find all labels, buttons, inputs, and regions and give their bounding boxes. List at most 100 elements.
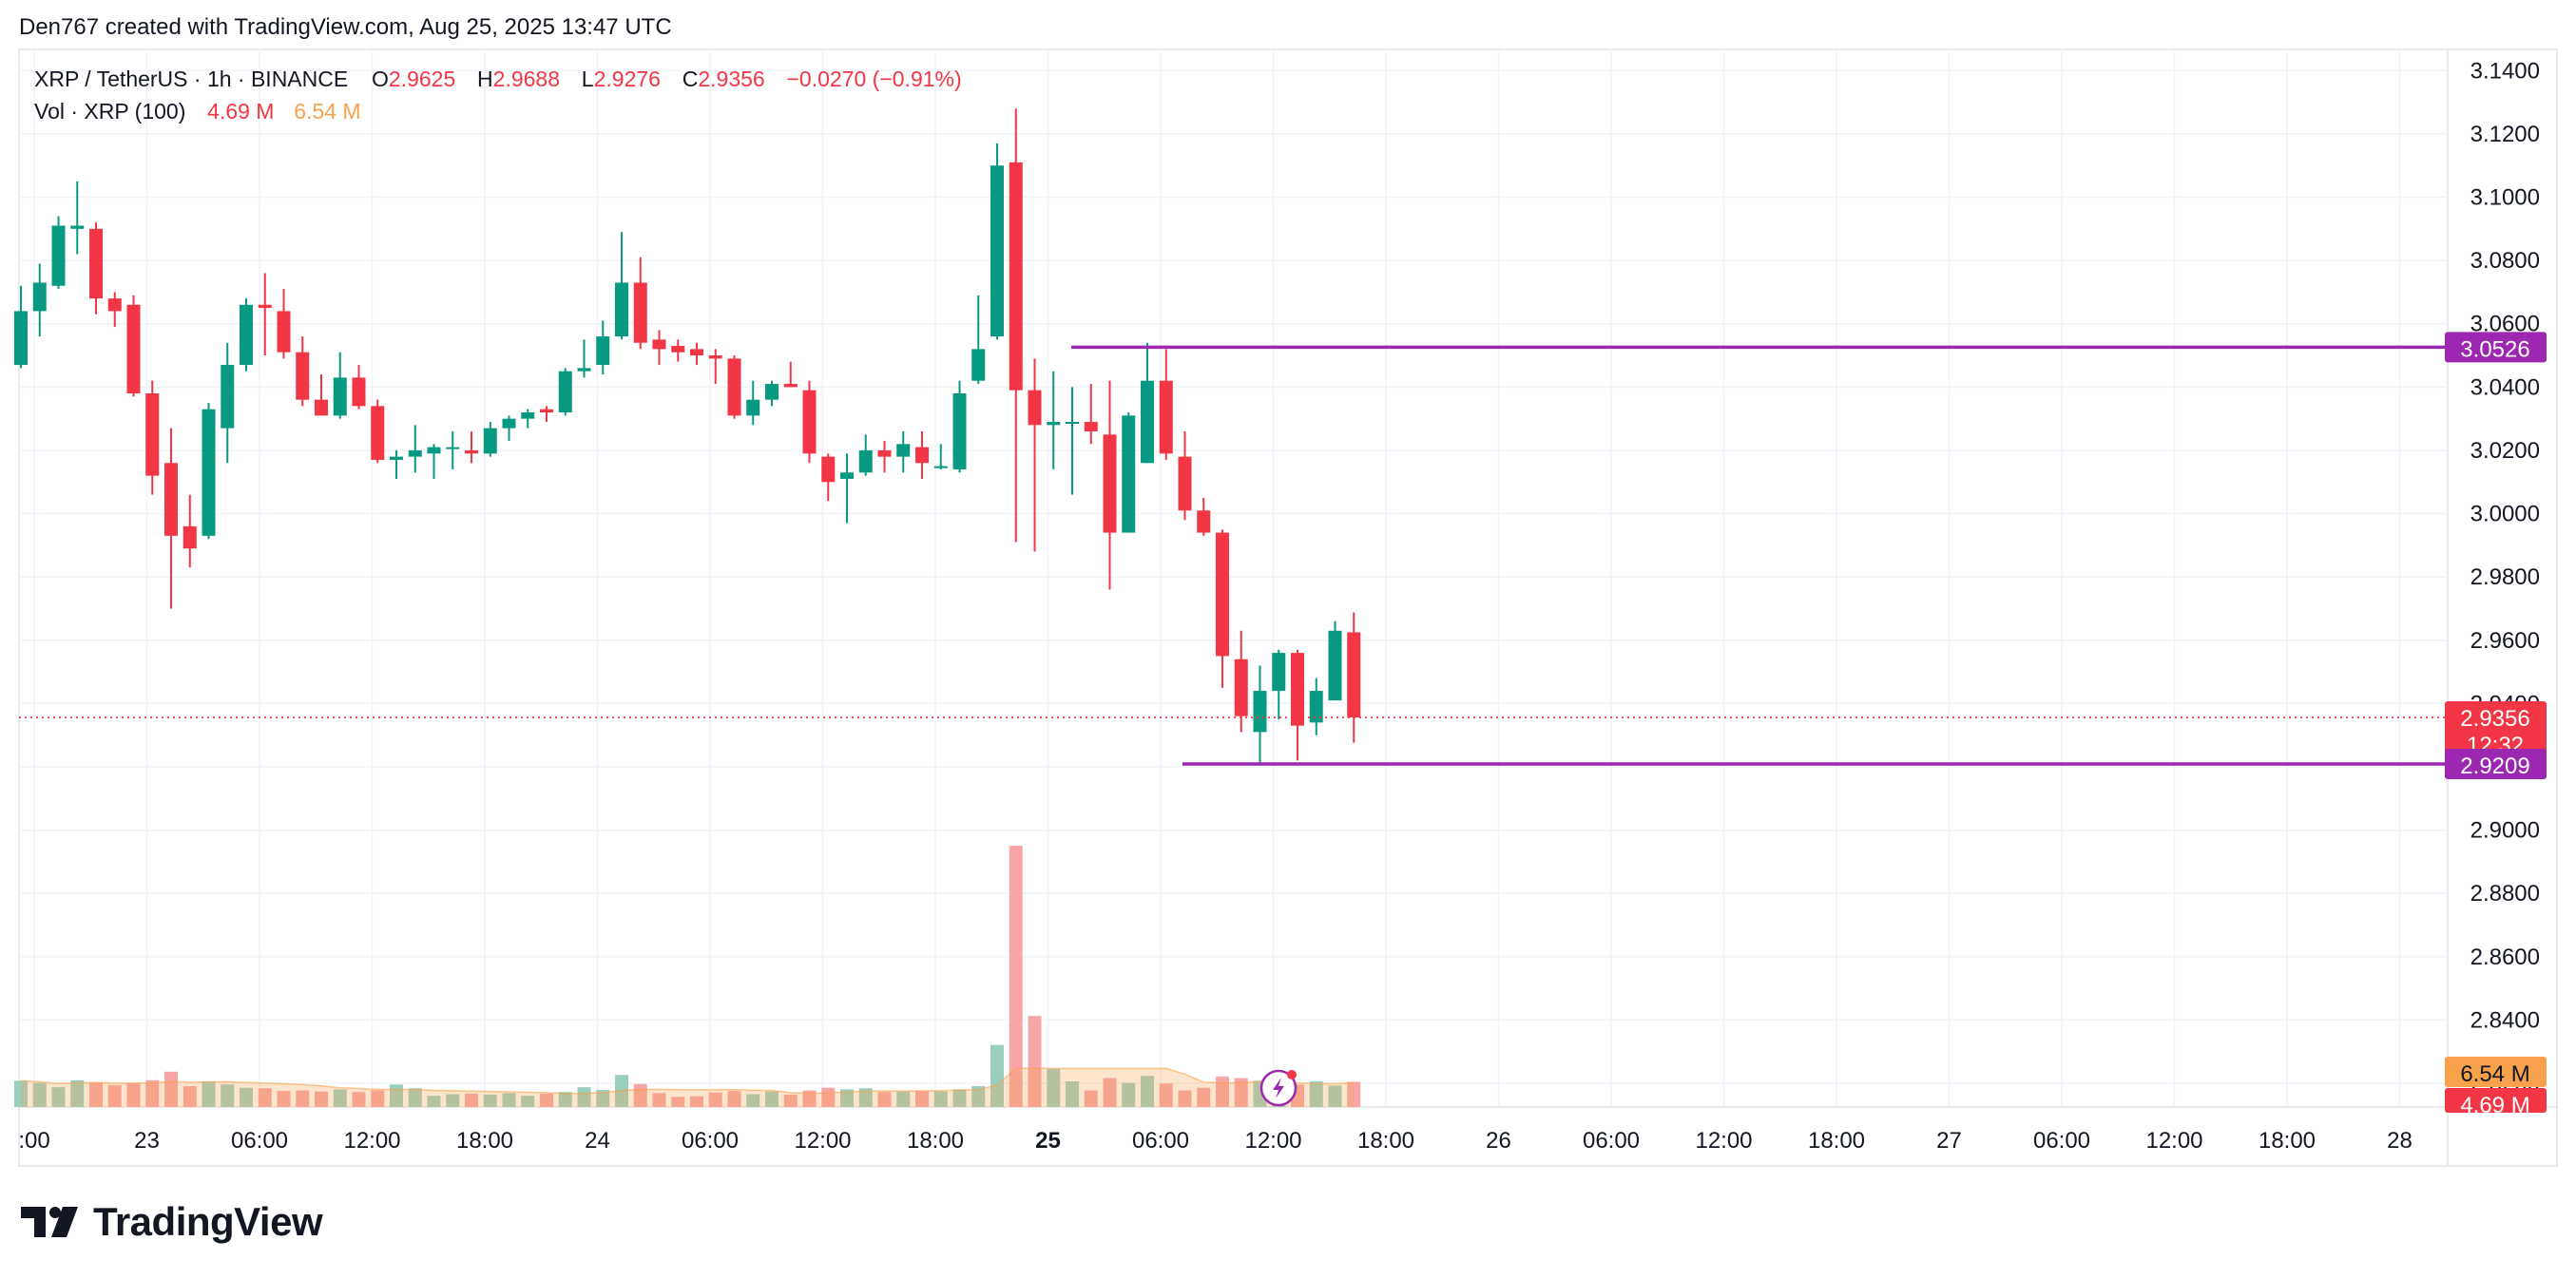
chart-frame — [18, 48, 2558, 1167]
candle — [896, 430, 911, 473]
volume-bar — [315, 1091, 328, 1107]
open-value: 2.9625 — [388, 67, 456, 91]
time-axis-label: 25 — [1035, 1128, 1061, 1154]
tradingview-logo-icon — [21, 1207, 78, 1237]
candle — [633, 257, 647, 350]
volume-legend[interactable]: Vol · XRP (100) 4.69 M 6.54 M — [34, 99, 361, 124]
volume-bar — [915, 1091, 929, 1107]
candle — [971, 295, 986, 385]
time-axis-label: 12:00 — [794, 1128, 851, 1154]
candle-body — [708, 355, 722, 359]
time-axis-label: 12:00 — [1244, 1128, 1301, 1154]
candle — [352, 365, 366, 410]
volume-bar — [202, 1080, 216, 1107]
time-axis-label: 24 — [585, 1128, 610, 1154]
candle — [540, 406, 553, 422]
volume-bar — [1159, 1083, 1173, 1107]
volume-bar — [1084, 1090, 1098, 1107]
candle-body — [446, 447, 460, 449]
candle-body — [596, 336, 610, 366]
volume-bar — [783, 1095, 798, 1107]
candle — [202, 402, 216, 540]
volume-bar — [933, 1091, 948, 1107]
lightning-icon-glyph — [1273, 1078, 1284, 1098]
volume-bar — [521, 1096, 535, 1107]
volume-bar — [971, 1086, 986, 1107]
volume-bar — [296, 1090, 310, 1107]
candle — [1084, 384, 1098, 445]
candle — [126, 295, 141, 397]
volume-bar — [1216, 1076, 1229, 1107]
candle-body — [315, 399, 328, 416]
candle — [1028, 358, 1042, 552]
candle-body — [70, 225, 85, 229]
volume-ma-area — [21, 1068, 1355, 1107]
candle — [296, 336, 310, 407]
volume-label: Vol · XRP (100) — [34, 99, 186, 124]
candle-body — [1047, 421, 1061, 426]
volume-bar — [258, 1088, 272, 1107]
volume-bar — [727, 1091, 741, 1107]
candle-body — [427, 447, 441, 454]
candle-body — [89, 228, 103, 299]
price-axis-label: 3.0400 — [2470, 374, 2540, 400]
volume-bar — [1141, 1076, 1154, 1107]
candle-body — [296, 352, 310, 400]
alert-dot — [1287, 1070, 1297, 1079]
candle-body — [1291, 653, 1304, 726]
low-value: 2.9276 — [593, 67, 661, 91]
candle-body — [915, 447, 929, 464]
candle-body — [465, 449, 478, 454]
volume-bar — [1309, 1080, 1323, 1107]
candle — [221, 342, 235, 464]
volume-bar — [32, 1082, 47, 1107]
volume-bar — [1122, 1082, 1136, 1107]
candle-body — [971, 349, 986, 381]
candle — [89, 222, 103, 315]
candle-body — [1009, 162, 1023, 391]
price-axis-label: 3.0200 — [2470, 438, 2540, 464]
time-axis-label: 26 — [1486, 1128, 1511, 1154]
volume-bar — [145, 1079, 160, 1107]
volume-bar — [107, 1084, 122, 1107]
volume-bar — [746, 1094, 760, 1107]
candle — [933, 444, 948, 469]
candle-body — [14, 311, 28, 366]
volume-bar — [371, 1090, 385, 1107]
volume-bar — [352, 1092, 366, 1107]
candle — [765, 380, 779, 407]
volume-bar — [483, 1095, 497, 1107]
candle — [483, 421, 497, 457]
tradingview-logo[interactable]: TradingView — [21, 1199, 323, 1245]
candle — [990, 143, 1004, 340]
candle-body — [896, 444, 911, 457]
symbol-legend[interactable]: XRP / TetherUS · 1h · BINANCE O2.9625 H2… — [34, 67, 962, 92]
candle-body — [690, 349, 703, 356]
price-axis-label: 3.1200 — [2470, 122, 2540, 147]
volume-bar — [708, 1092, 722, 1107]
candle — [1234, 630, 1248, 733]
volume-last-tag-text: 4.69 M — [2460, 1093, 2529, 1118]
candle — [14, 285, 28, 369]
candle — [1291, 649, 1304, 761]
level-tag-upper — [2445, 332, 2547, 363]
volume-bar — [896, 1091, 911, 1107]
candle — [840, 453, 854, 524]
volume-bar — [1028, 1016, 1042, 1107]
volume-bar — [990, 1044, 1004, 1107]
volume-bar — [877, 1092, 892, 1107]
candle-body — [840, 472, 854, 479]
volume-bar — [765, 1091, 779, 1107]
time-axis-label: 27 — [1936, 1128, 1962, 1154]
level-tag-lower-text: 2.9209 — [2460, 754, 2529, 779]
candle — [465, 430, 478, 464]
price-axis-label: 3.1000 — [2470, 185, 2540, 211]
time-axis-label: 18:00 — [456, 1128, 513, 1154]
candle — [51, 216, 66, 290]
volume-bar — [89, 1082, 103, 1107]
candle — [652, 330, 666, 366]
volume-bar — [558, 1092, 572, 1107]
volume-value: 4.69 M — [207, 99, 275, 124]
candle-body — [51, 225, 66, 286]
